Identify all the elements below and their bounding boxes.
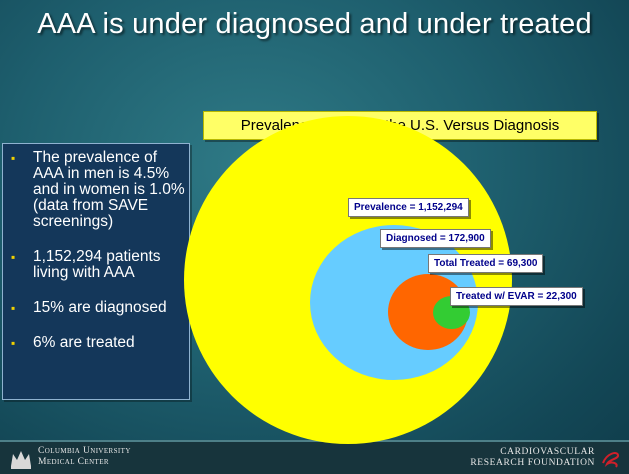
crf-swoosh-icon xyxy=(602,452,619,468)
columbia-line2: Medical Center xyxy=(38,457,109,467)
bullet-marker-icon: ▪ xyxy=(11,151,16,165)
bullet-list: ▪ The prevalence of AAA in men is 4.5% an… xyxy=(3,144,189,351)
bullet-marker-icon: ▪ xyxy=(11,336,16,350)
columbia-logo-text: Columbia University Medical Center xyxy=(38,446,131,468)
evar-label: Treated w/ EVAR = 22,300 xyxy=(450,287,583,306)
bullet-marker-icon: ▪ xyxy=(11,250,16,264)
footer-divider xyxy=(0,440,629,442)
prevalence-label: Prevalence = 1,152,294 xyxy=(348,198,469,217)
bullet-item: ▪ The prevalence of AAA in men is 4.5% an… xyxy=(11,149,185,230)
crf-line1: CARDIOVASCULAR xyxy=(500,447,595,457)
bullet-item: ▪ 1,152,294 patients living with AAA xyxy=(11,248,161,281)
slide-title: AAA is under diagnosed and under treated xyxy=(37,8,592,40)
diagnosed-label: Diagnosed = 172,900 xyxy=(380,229,491,248)
crf-line2: RESEARCH FOUNDATION xyxy=(470,458,595,468)
bullet-panel: ▪ The prevalence of AAA in men is 4.5% an… xyxy=(2,143,190,400)
crown-crest-icon xyxy=(11,451,31,469)
treated-label: Total Treated = 69,300 xyxy=(428,254,544,273)
bullet-marker-icon: ▪ xyxy=(11,301,16,315)
bullet-item: ▪ 15% are diagnosed xyxy=(11,299,167,316)
columbia-line1: Columbia University xyxy=(38,446,131,456)
footer-bar: Columbia University Medical Center CARDI… xyxy=(0,440,629,474)
crf-logo-text: CARDIOVASCULAR RESEARCH FOUNDATION xyxy=(470,447,595,469)
bullet-item: ▪ 6% are treated xyxy=(11,334,135,351)
